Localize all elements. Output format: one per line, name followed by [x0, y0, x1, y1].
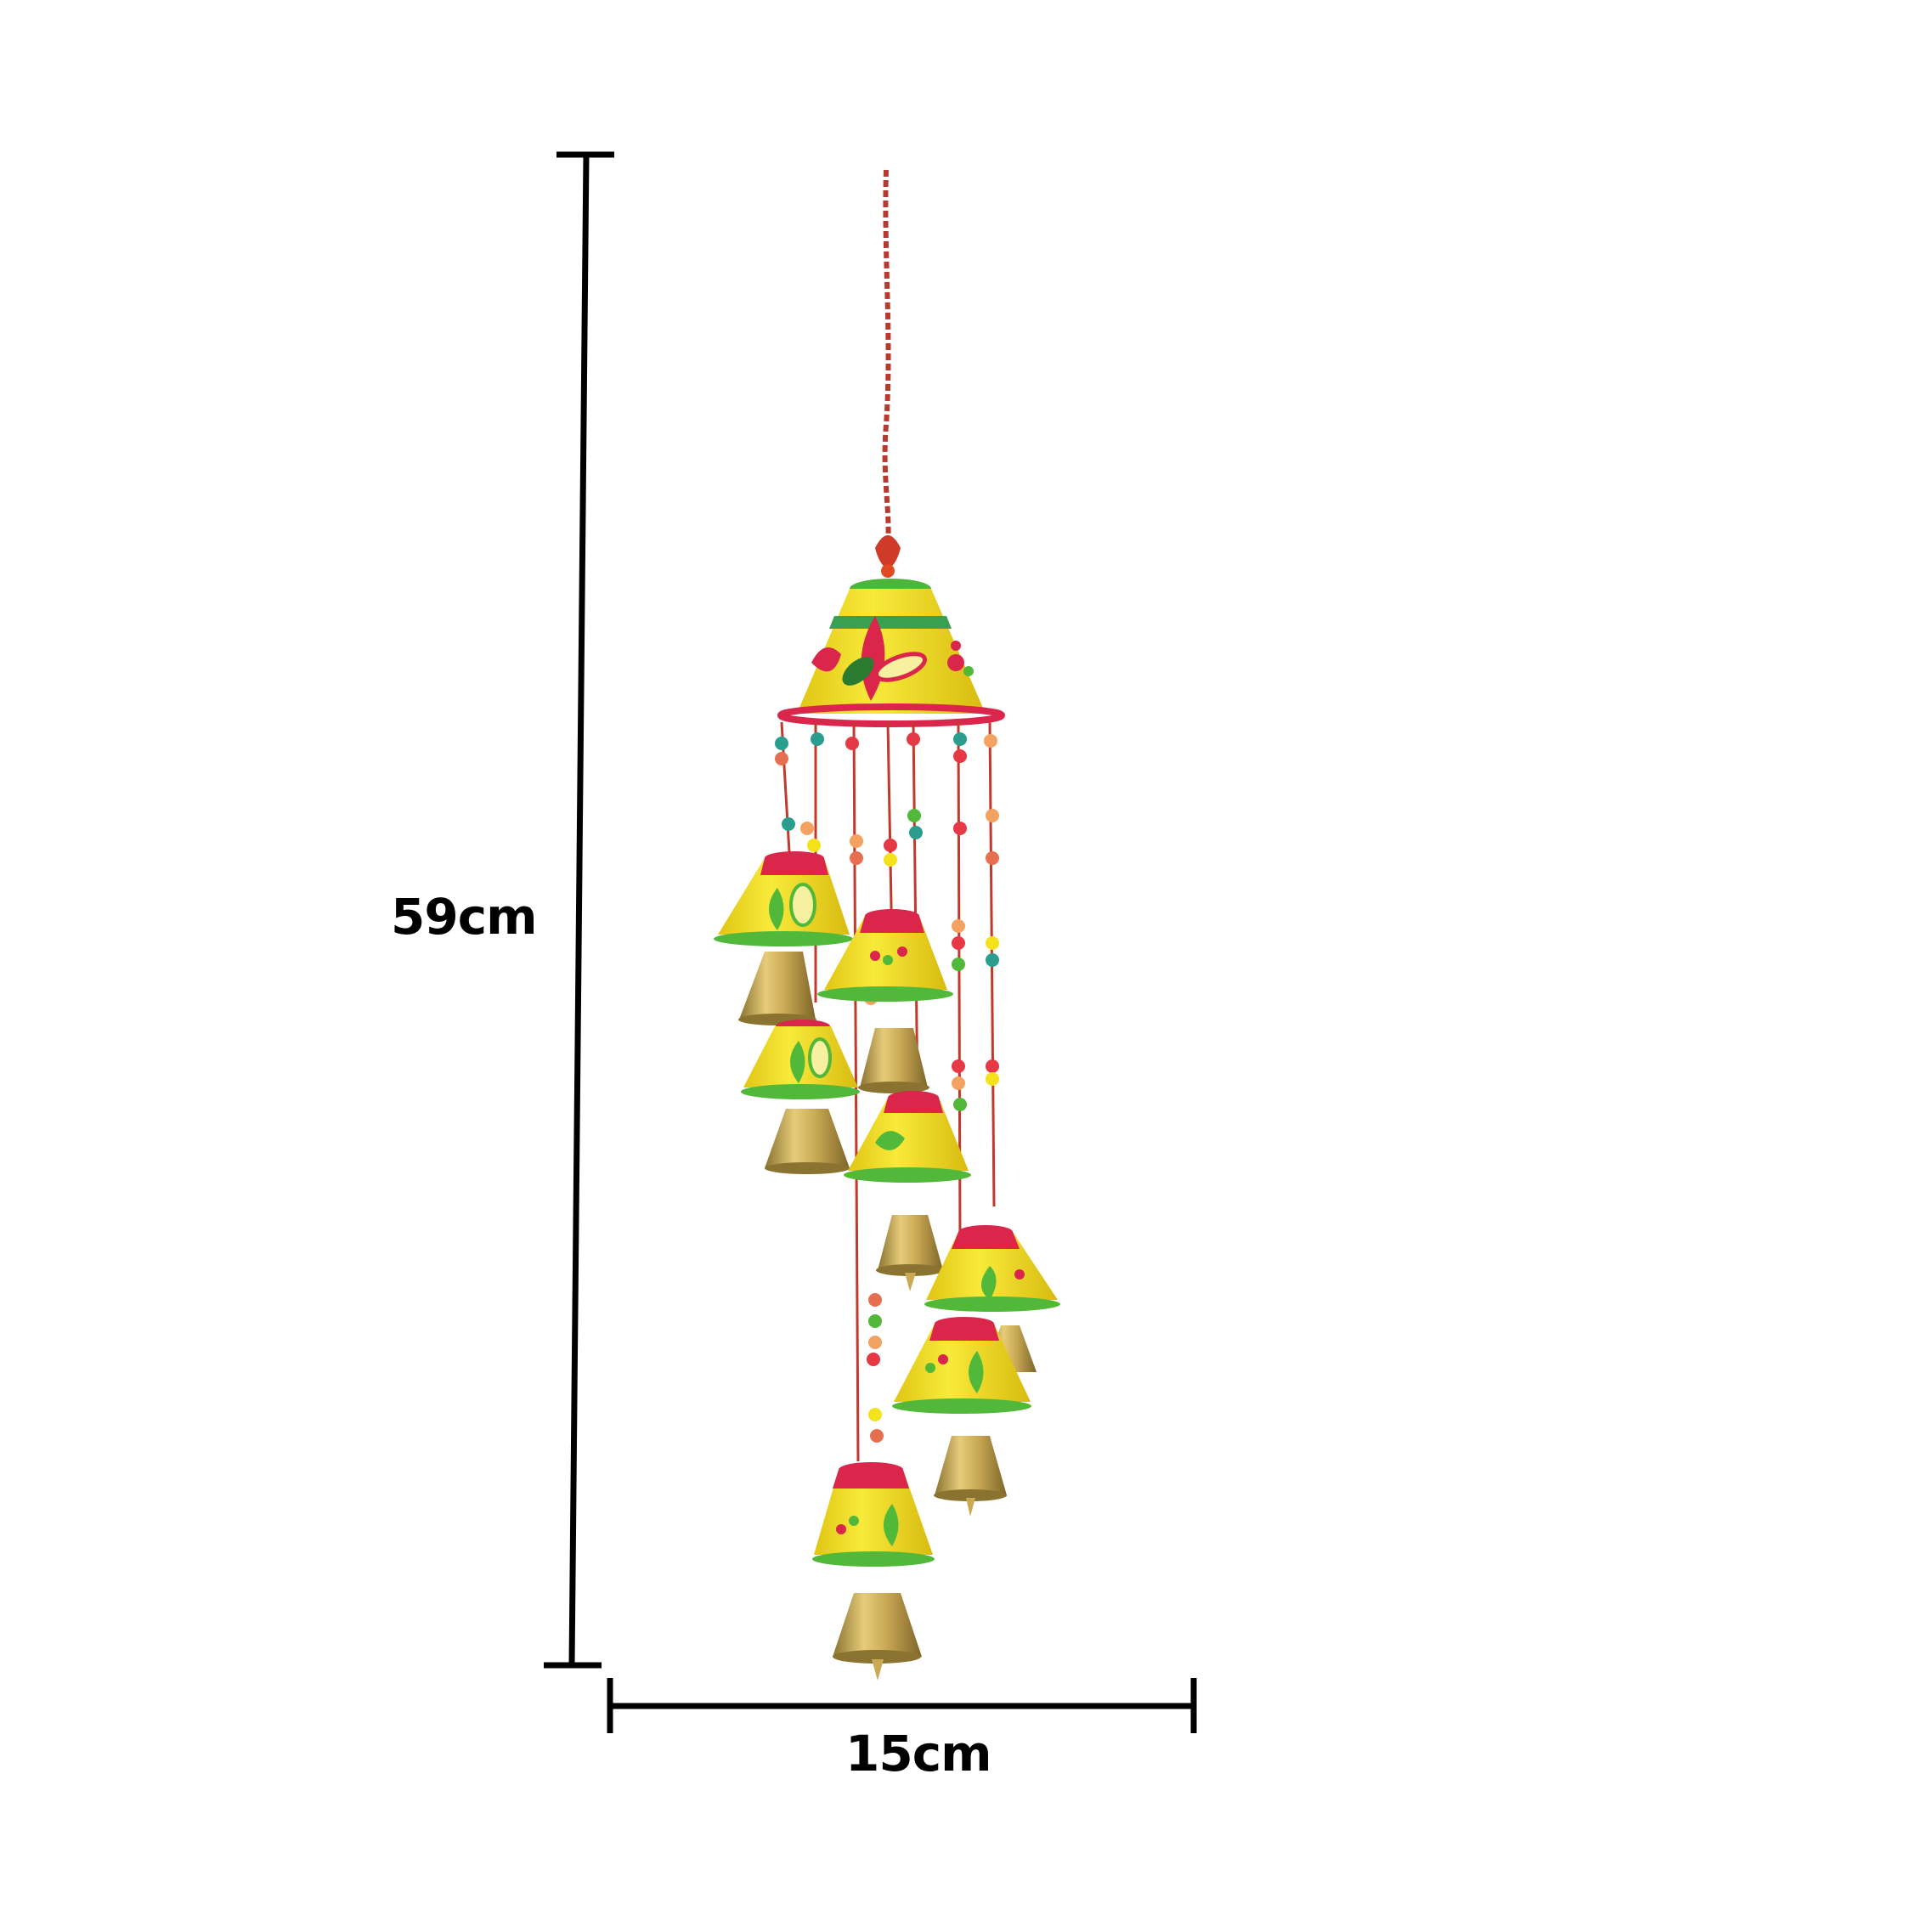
height-label: 59cm — [391, 888, 538, 946]
bell-tier-3 — [741, 1020, 860, 1099]
brass-bell-6 — [934, 1436, 1007, 1517]
width-dimension-line — [607, 1678, 1197, 1733]
height-dimension-line — [544, 151, 614, 1669]
bell-tier-5 — [924, 1225, 1060, 1312]
bell-tier-2 — [817, 909, 953, 1002]
bell-tier-7 — [812, 1462, 935, 1567]
bell-tier-4 — [844, 1091, 971, 1183]
bell-tier-1 — [714, 851, 853, 946]
brass-bell-4 — [876, 1215, 944, 1291]
hanging-cord — [875, 169, 901, 578]
brass-bell-7 — [833, 1593, 922, 1681]
beads — [775, 732, 999, 1443]
brass-bell-3 — [765, 1109, 850, 1174]
top-dome-bell — [777, 579, 1005, 727]
brass-bell-1 — [738, 952, 816, 1025]
brass-bell-2 — [858, 1028, 929, 1093]
width-label: 15cm — [845, 1725, 992, 1782]
bell-tier-6 — [892, 1317, 1031, 1414]
